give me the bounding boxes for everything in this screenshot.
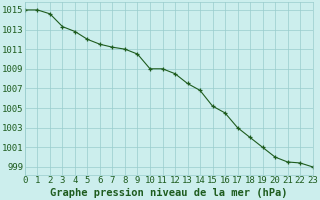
X-axis label: Graphe pression niveau de la mer (hPa): Graphe pression niveau de la mer (hPa) — [50, 188, 287, 198]
